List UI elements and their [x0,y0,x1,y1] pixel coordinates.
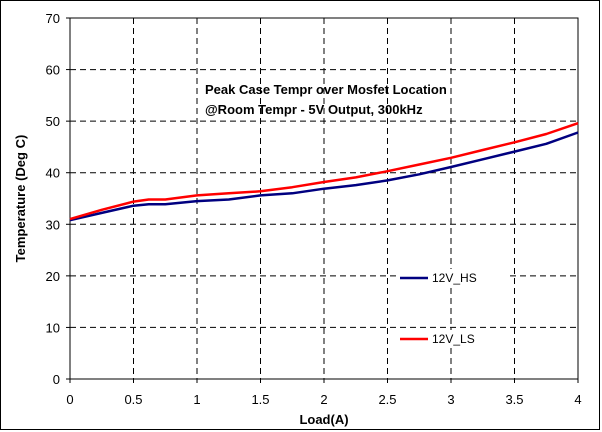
series-line-12v-ls [69,122,579,221]
y-tick-label: 70 [46,11,60,26]
y-axis-title: Temperature (Deg C) [13,135,28,263]
x-tick-label: 1 [193,392,200,407]
x-tick-label: 0.5 [124,392,142,407]
y-tick-label: 60 [46,63,60,78]
y-tick-label: 40 [46,166,60,181]
legend-label-12v-hs: 12V_HS [432,271,477,285]
x-tick-label: 2.5 [378,392,396,407]
x-tick-label: 3 [447,392,454,407]
y-tick-label: 0 [53,372,60,387]
legend-entry-background [398,269,510,287]
x-tick-label: 2 [320,392,327,407]
series-line-12v-hs [69,131,579,222]
x-axis-ticks: 0 0.5 1 1.5 2 2.5 3 3.5 4 [66,379,582,407]
y-tick-label: 30 [46,217,60,232]
series-group [69,122,579,222]
x-tick-label: 0 [66,392,73,407]
x-axis-title: Load(A) [299,412,348,427]
chart-title-line-2: @Room Tempr - 5V Output, 300kHz [205,102,423,117]
chart-title-line-1: Peak Case Tempr over Mosfet Location [205,82,447,97]
x-tick-label: 3.5 [505,392,523,407]
legend: 12V_HS 12V_LS [398,269,510,348]
y-tick-label: 10 [46,320,60,335]
legend-label-12v-ls: 12V_LS [432,332,475,346]
x-tick-label: 4 [574,392,581,407]
legend-entry-background [398,330,510,348]
y-tick-label: 50 [46,114,60,129]
y-tick-label: 20 [46,269,60,284]
grid [70,18,578,379]
y-axis-ticks: 0 10 20 30 40 50 60 70 [46,11,70,387]
x-tick-label: 1.5 [251,392,269,407]
